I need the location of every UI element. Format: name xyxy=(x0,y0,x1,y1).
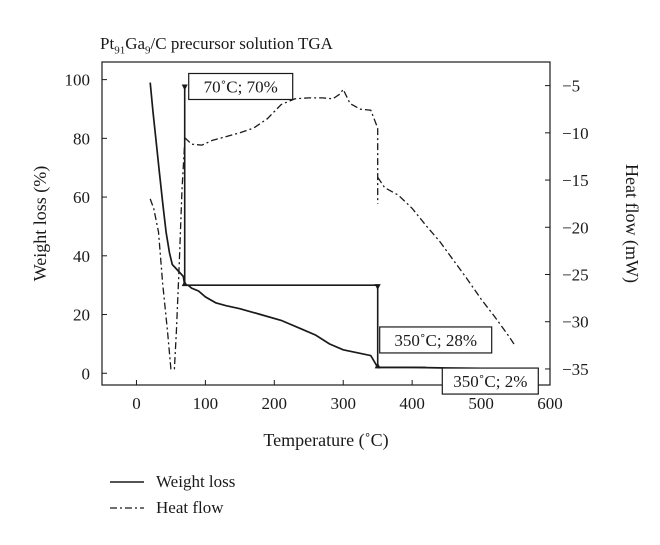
x-tick-label: 100 xyxy=(193,394,219,413)
y-right-tick-label: −35 xyxy=(562,360,589,379)
y-left-tick-label: 80 xyxy=(73,129,90,148)
plot-frame xyxy=(101,61,551,386)
heat-flow-segment-1 xyxy=(184,88,379,146)
y-right-tick-label: −20 xyxy=(562,218,589,237)
annotation-label-2: 350˚C; 2% xyxy=(453,372,527,391)
dashdot-line-swatch xyxy=(110,507,144,509)
step-marker-line xyxy=(183,85,426,369)
legend-item-weight-loss: Weight loss xyxy=(110,472,235,492)
step-marker-3 xyxy=(374,362,381,369)
x-axis-label: Temperature (˚C) xyxy=(263,430,388,451)
annotation-box-0 xyxy=(188,72,294,101)
annotation-box-1 xyxy=(379,326,493,354)
y-right-tick-label: −15 xyxy=(562,171,589,190)
y-left-tick-label: 40 xyxy=(73,247,90,266)
y-left-tick-label: 20 xyxy=(73,306,90,325)
x-tick-label: 400 xyxy=(399,394,425,413)
x-tick-label: 0 xyxy=(132,394,141,413)
y-right-tick-label: −25 xyxy=(562,266,589,285)
x-tick-label: 200 xyxy=(262,394,288,413)
annotation-label-1: 350˚C; 28% xyxy=(394,331,477,350)
x-tick-label: 500 xyxy=(468,394,494,413)
y-left-tick-label: 0 xyxy=(82,364,91,383)
x-tick-label: 300 xyxy=(330,394,356,413)
step-marker-0 xyxy=(181,84,188,91)
step-marker-1 xyxy=(181,280,188,287)
solid-line-swatch xyxy=(110,481,144,483)
weight-loss-line xyxy=(149,82,516,370)
step-marker-2 xyxy=(374,284,381,291)
y-left-tick-label: 100 xyxy=(65,71,91,90)
x-tick-label: 600 xyxy=(537,394,563,413)
heat-flow-segment-3 xyxy=(377,176,517,347)
annotation-box-2 xyxy=(441,367,539,395)
y-right-tick-label: −30 xyxy=(562,313,589,332)
y-right-tick-label: −10 xyxy=(562,124,589,143)
heat-flow-segment-0 xyxy=(149,142,186,370)
chart-title: Pt91Ga9/C precursor solution TGA xyxy=(100,34,333,57)
y-left-axis-label: Weight loss (%) xyxy=(30,166,51,282)
legend-label-weight-loss: Weight loss xyxy=(156,472,236,491)
legend-label-heat-flow: Heat flow xyxy=(156,498,224,517)
y-right-axis-label: Heat flow (mW) xyxy=(621,164,642,283)
legend-item-heat-flow: Heat flow xyxy=(110,498,224,518)
y-right-tick-label: −5 xyxy=(562,77,580,96)
y-left-tick-label: 60 xyxy=(73,188,90,207)
annotation-label-0: 70˚C; 70% xyxy=(204,77,278,96)
